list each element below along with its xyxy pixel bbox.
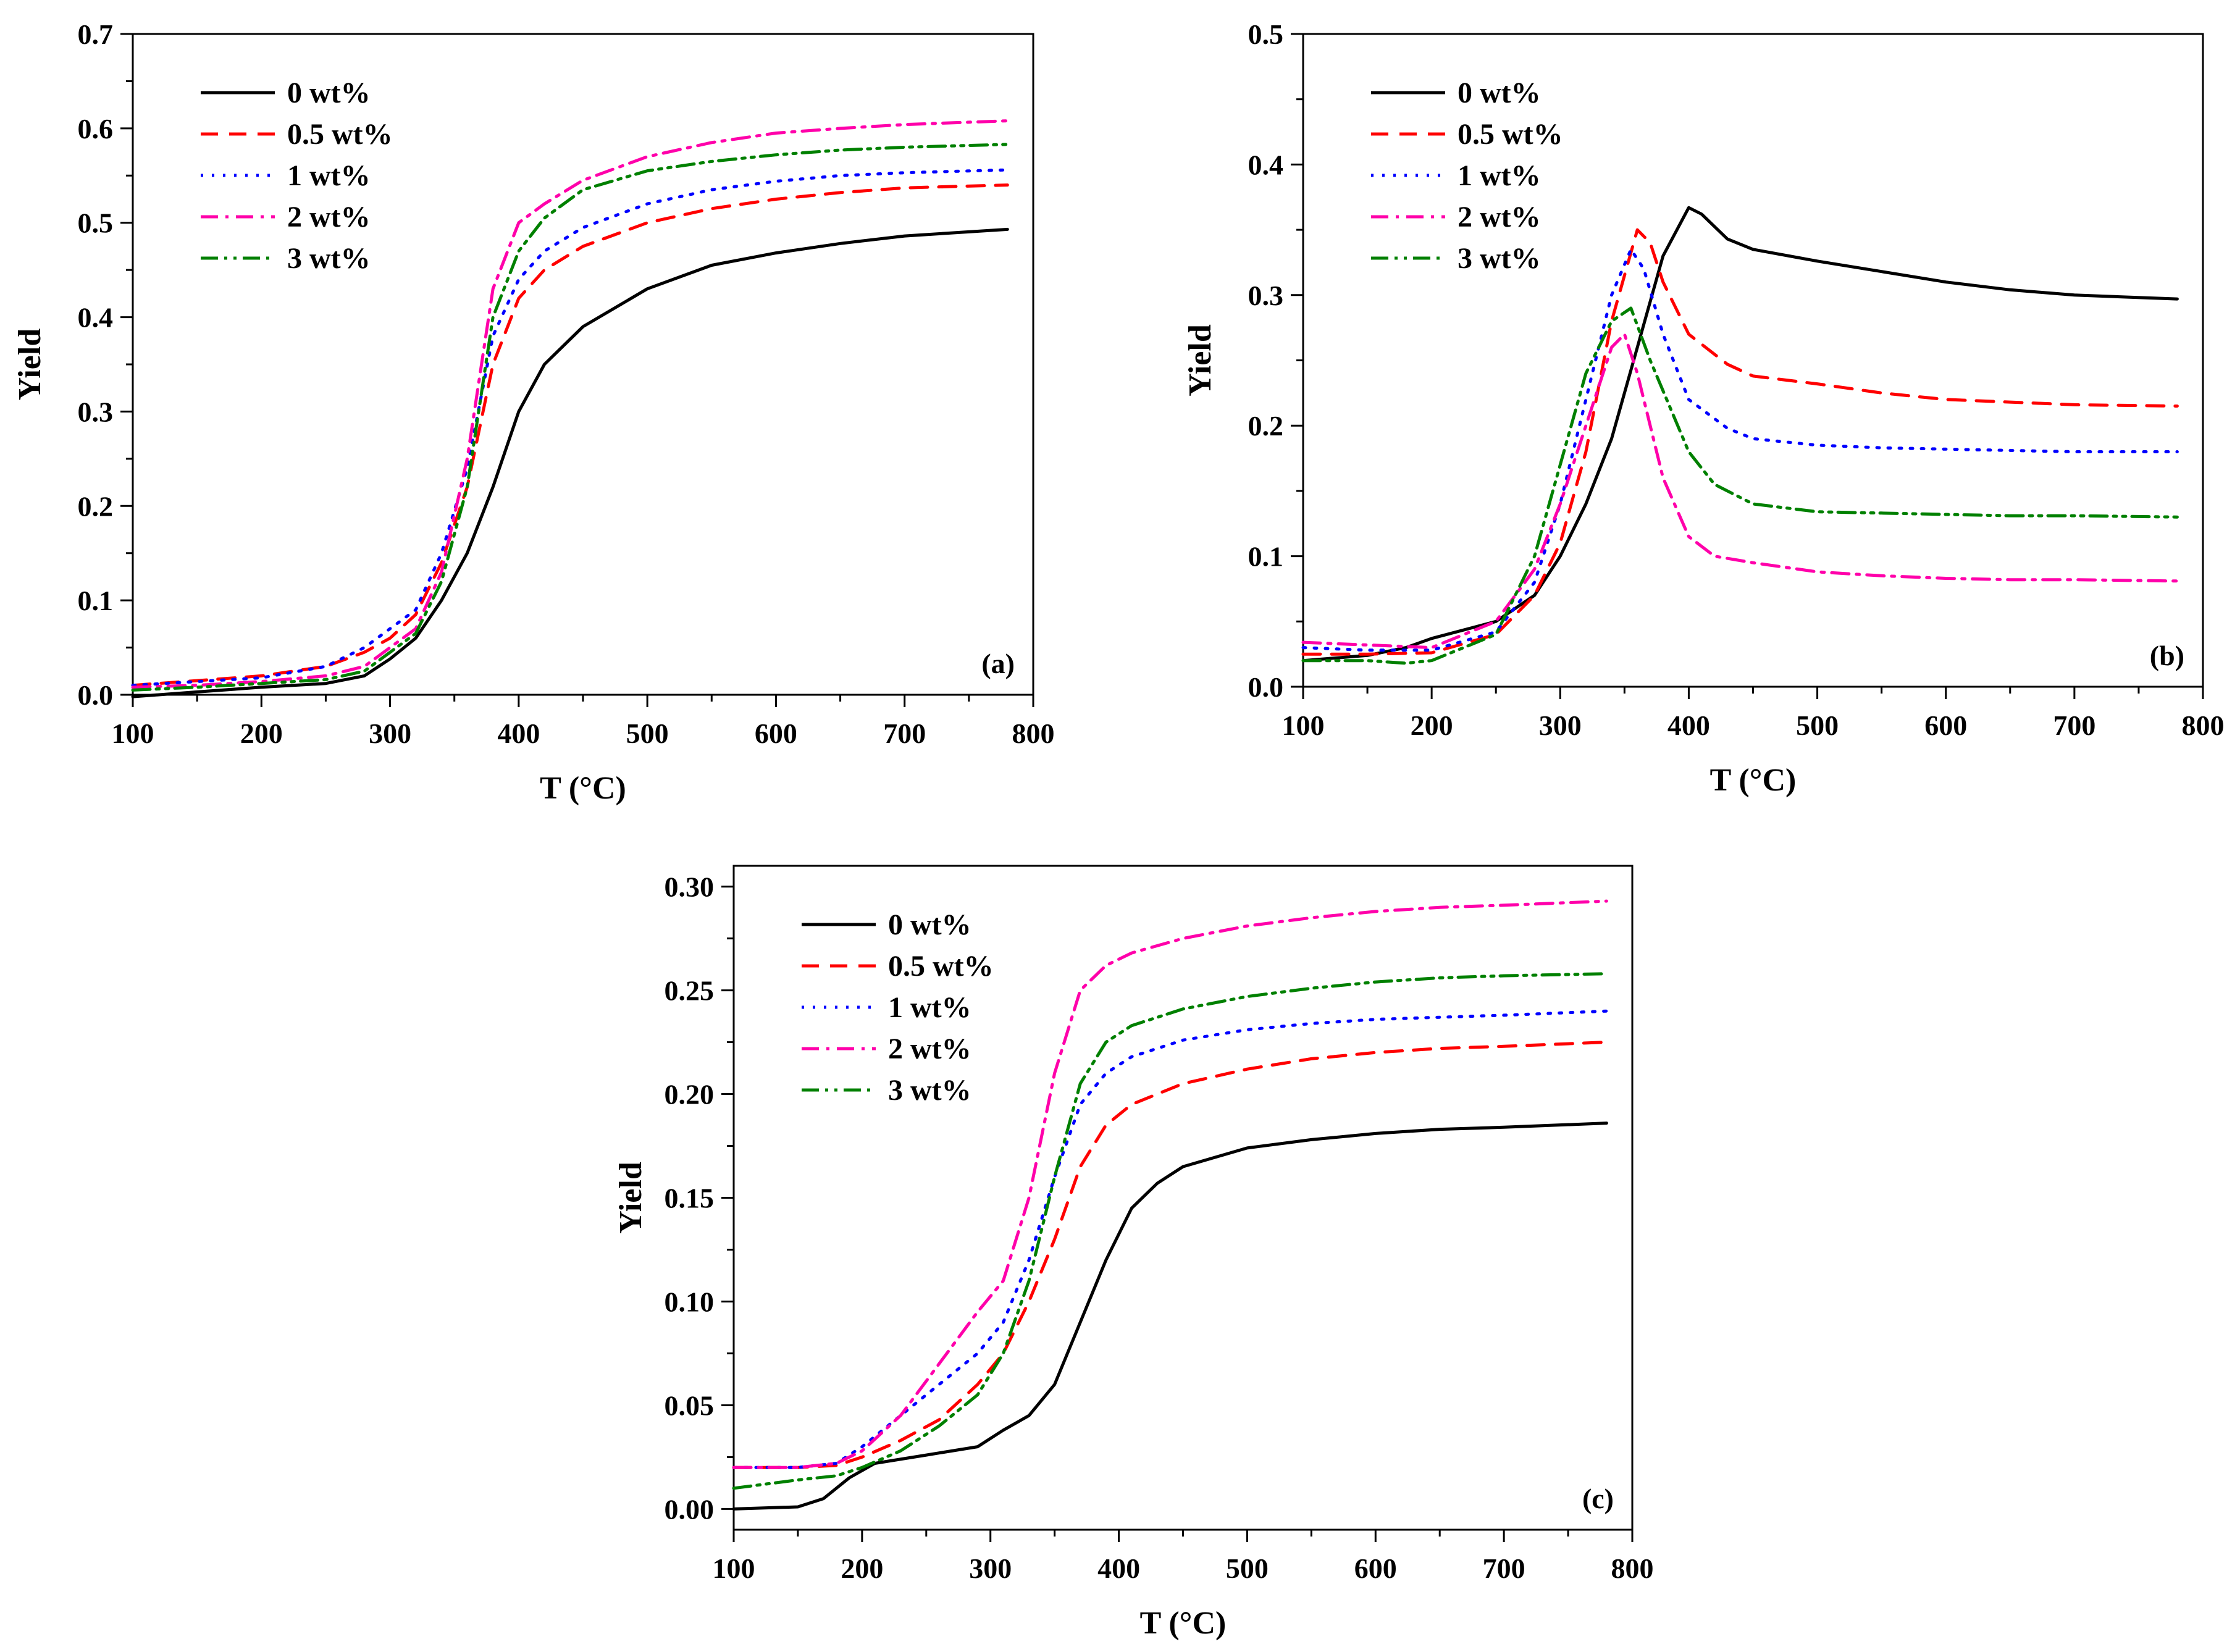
series-line bbox=[1301, 228, 2179, 656]
legend-label: 0.5 wt% bbox=[1458, 118, 1563, 151]
x-axis-title: T (°C) bbox=[540, 771, 626, 806]
y-tick-label: 0.0 bbox=[78, 679, 114, 711]
series-line bbox=[131, 227, 1009, 698]
series-line bbox=[732, 1122, 1608, 1511]
x-tick-label: 300 bbox=[369, 718, 411, 749]
x-tick-label: 200 bbox=[240, 718, 283, 749]
x-tick-label: 200 bbox=[1411, 710, 1453, 741]
y-tick-label: 0.4 bbox=[1248, 149, 1284, 180]
series-line bbox=[732, 1041, 1608, 1469]
panel-label: (a) bbox=[981, 648, 1015, 679]
y-tick-label: 0.30 bbox=[665, 871, 715, 903]
y-tick-label: 0.1 bbox=[78, 585, 114, 616]
y-tick-label: 0.15 bbox=[665, 1183, 715, 1214]
x-tick-label: 600 bbox=[1354, 1553, 1397, 1584]
y-tick-label: 0.10 bbox=[665, 1286, 715, 1317]
legend-label: 2 wt% bbox=[287, 201, 371, 233]
x-tick-label: 100 bbox=[713, 1553, 755, 1584]
x-tick-label: 400 bbox=[1097, 1553, 1140, 1584]
x-tick-label: 800 bbox=[1611, 1553, 1654, 1584]
y-tick-label: 0.1 bbox=[1248, 541, 1284, 572]
x-tick-label: 500 bbox=[1796, 710, 1839, 741]
y-tick-label: 0.5 bbox=[78, 208, 114, 239]
x-tick-label: 400 bbox=[497, 718, 540, 749]
y-tick-label: 0.2 bbox=[78, 490, 114, 522]
legend-label: 0.5 wt% bbox=[287, 118, 393, 151]
x-axis-title: T (°C) bbox=[1710, 763, 1797, 798]
series-line bbox=[131, 143, 1009, 692]
series-line bbox=[732, 972, 1608, 1490]
x-tick-label: 500 bbox=[626, 718, 669, 749]
legend-label: 1 wt% bbox=[888, 991, 971, 1024]
legend-label: 3 wt% bbox=[287, 242, 371, 275]
legend-label: 0 wt% bbox=[1458, 77, 1541, 109]
y-axis-title: Yield bbox=[613, 1162, 648, 1234]
chart-panel-3: 100 200 300 400 500 600 700 800 0.00 0.05 0.10 0.15… bbox=[613, 865, 1654, 1641]
x-tick-label: 600 bbox=[1924, 710, 1967, 741]
series-line bbox=[131, 183, 1009, 687]
y-tick-label: 0.2 bbox=[1248, 410, 1284, 442]
x-tick-label: 800 bbox=[2182, 710, 2225, 741]
panel-label: (c) bbox=[1582, 1483, 1614, 1514]
x-tick-label: 700 bbox=[883, 718, 926, 749]
y-tick-label: 0.0 bbox=[1248, 671, 1284, 703]
chart-panel-2: 100 200 300 400 500 600 700 800 0.0 0.1 0.2 0.3 0.4 0… bbox=[1183, 19, 2225, 798]
series-line bbox=[732, 899, 1608, 1469]
x-axis-title: T (°C) bbox=[1140, 1606, 1227, 1641]
y-tick-label: 0.25 bbox=[665, 975, 715, 1007]
y-tick-label: 0.4 bbox=[78, 302, 114, 333]
y-axis-title: Yield bbox=[12, 329, 48, 401]
x-tick-label: 300 bbox=[1539, 710, 1582, 741]
series-line bbox=[1301, 248, 2179, 652]
legend-label: 3 wt% bbox=[1458, 242, 1541, 275]
legend-label: 1 wt% bbox=[287, 159, 371, 192]
y-tick-label: 0.7 bbox=[78, 19, 114, 50]
x-tick-label: 200 bbox=[841, 1553, 883, 1584]
y-tick-label: 0.3 bbox=[1248, 280, 1284, 311]
y-tick-label: 0.5 bbox=[1248, 19, 1284, 50]
y-tick-label: 0.6 bbox=[78, 113, 114, 145]
x-tick-label: 700 bbox=[2053, 710, 2095, 741]
x-tick-label: 600 bbox=[755, 718, 797, 749]
legend-label: 0 wt% bbox=[888, 908, 971, 941]
x-tick-label: 700 bbox=[1483, 1553, 1525, 1584]
x-tick-label: 800 bbox=[1012, 718, 1055, 749]
y-tick-label: 0.3 bbox=[78, 396, 114, 427]
legend-label: 1 wt% bbox=[1458, 159, 1541, 192]
panel-label: (b) bbox=[2150, 640, 2184, 671]
x-tick-label: 500 bbox=[1226, 1553, 1269, 1584]
legend-label: 0 wt% bbox=[287, 77, 371, 109]
y-axis-title: Yield bbox=[1183, 324, 1218, 396]
y-tick-label: 0.00 bbox=[665, 1493, 715, 1525]
legend-label: 2 wt% bbox=[888, 1033, 971, 1065]
x-tick-label: 300 bbox=[969, 1553, 1012, 1584]
x-tick-label: 400 bbox=[1667, 710, 1710, 741]
series-line bbox=[1301, 332, 2179, 650]
y-tick-label: 0.05 bbox=[665, 1390, 715, 1421]
legend-label: 3 wt% bbox=[888, 1074, 971, 1107]
legend-label: 2 wt% bbox=[1458, 201, 1541, 233]
series-line bbox=[131, 119, 1009, 689]
series-line bbox=[1301, 306, 2179, 665]
legend-label: 0.5 wt% bbox=[888, 950, 994, 983]
y-tick-label: 0.20 bbox=[665, 1079, 715, 1110]
x-tick-label: 100 bbox=[112, 718, 154, 749]
x-tick-label: 100 bbox=[1282, 710, 1325, 741]
chart-panel-1: 100 200 300 400 500 600 700 800 0.0 0.1 0.2 0.3 0.4 0… bbox=[12, 19, 1055, 806]
series-line bbox=[1301, 206, 2179, 663]
series-line bbox=[732, 1009, 1608, 1469]
